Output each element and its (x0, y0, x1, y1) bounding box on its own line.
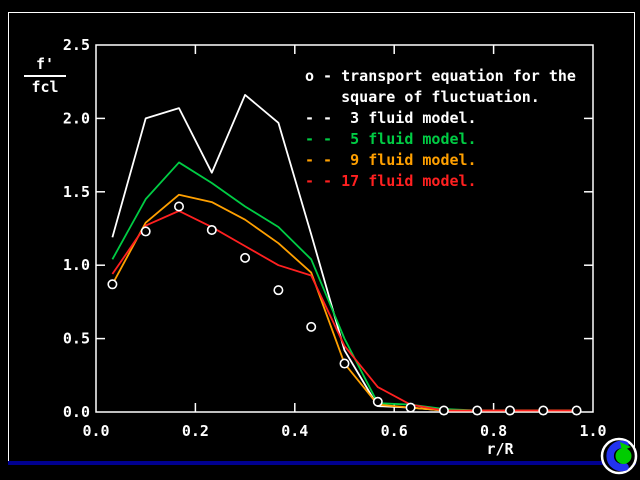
legend-5-fluid-model: - - 5 fluid model. (305, 130, 477, 148)
plot-box (95, 44, 594, 413)
series-line-9-fluid-model (111, 193, 577, 412)
data-point-circle (173, 201, 184, 212)
data-point-circle (505, 405, 516, 416)
y-tick-label: 2.0 (63, 109, 90, 127)
y-tick-label: 0.0 (63, 403, 90, 421)
data-point-circle (339, 358, 350, 369)
x-tick-label: 0.0 (82, 422, 109, 440)
data-point-circle (240, 252, 251, 263)
data-point-circle (405, 402, 416, 413)
y-tick-label: 1.5 (63, 183, 90, 201)
legend-9-fluid-model: - - 9 fluid model. (305, 151, 477, 169)
data-point-circle (372, 396, 383, 407)
logo-blue-crescent (606, 440, 629, 472)
logo-green-globe (615, 448, 632, 464)
series-line-17-fluid-model (111, 209, 577, 412)
legend-transport-line-2: square of fluctuation. (305, 88, 540, 106)
x-tick-label: 0.6 (381, 422, 408, 440)
data-point-circle (206, 224, 217, 235)
x-tick-label: 1.0 (579, 422, 606, 440)
data-point-circle (140, 226, 151, 237)
x-tick-label: 0.8 (480, 422, 507, 440)
data-point-circle (273, 285, 284, 296)
data-point-circle (472, 405, 483, 416)
data-point-circle (571, 405, 582, 416)
y-axis-label-denominator: fcl (31, 78, 59, 96)
x-axis-label: r/R (486, 440, 514, 458)
data-point-circle (107, 279, 118, 290)
logo-green-arrow (620, 442, 631, 451)
swirl-globe-logo (600, 437, 638, 475)
bottom-border-strip (8, 461, 636, 465)
data-point-circle (438, 405, 449, 416)
legend: o - transport equation for the square of… (305, 66, 576, 192)
y-axis-label: f' fcl (24, 56, 66, 96)
y-tick-label: 0.5 (63, 330, 90, 348)
legend-transport-line-1: o - transport equation for the (305, 67, 576, 85)
legend-17-fluid-model: - - 17 fluid model. (305, 172, 477, 190)
y-tick-label: 2.5 (63, 36, 90, 54)
x-tick-label: 0.4 (281, 422, 308, 440)
data-point-circle (306, 321, 317, 332)
legend-3-fluid-model: - - 3 fluid model. (305, 109, 477, 127)
series-line-5-fluid-model (111, 161, 577, 412)
y-tick-label: 1.0 (63, 256, 90, 274)
y-axis-label-numerator: f' (24, 56, 66, 77)
x-tick-label: 0.2 (182, 422, 209, 440)
data-point-circle (538, 405, 549, 416)
